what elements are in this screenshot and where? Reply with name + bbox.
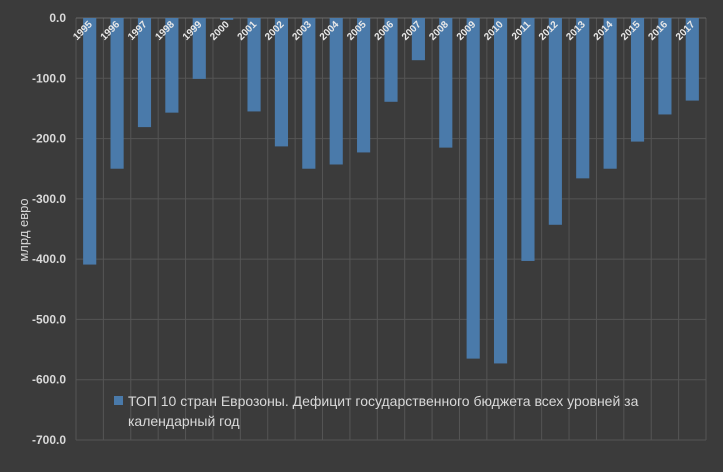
legend-label-line-2: календарный год (128, 413, 240, 429)
bar-2010 (493, 18, 508, 364)
y-axis-ticks: 0.0 -100.0 -200.0 -300.0 -400.0 -500.0 -600.0 -… (32, 11, 66, 447)
bar-2004 (329, 18, 343, 165)
bar-2006 (384, 18, 398, 102)
bar-1999 (192, 18, 206, 79)
bar-2013 (576, 18, 590, 179)
legend-swatch (114, 396, 123, 405)
bar-2014 (603, 18, 617, 169)
y-tick-label: -600.0 (32, 373, 66, 387)
y-tick-label: -100.0 (32, 71, 66, 85)
bar-2015 (630, 18, 645, 142)
bar-1995 (83, 18, 97, 265)
bar-1998 (165, 18, 179, 113)
y-tick-label: -700.0 (32, 433, 66, 447)
bar-2009 (466, 18, 480, 359)
bar-2017 (685, 18, 699, 101)
bar-2005 (357, 18, 371, 153)
legend: ТОП 10 стран Еврозоны. Дефицит государст… (114, 393, 639, 429)
y-tick-label: -200.0 (32, 132, 66, 146)
bar-1996 (110, 18, 124, 169)
bar-2002 (274, 18, 289, 147)
bar-2003 (302, 18, 316, 169)
y-tick-label: 0.0 (49, 11, 66, 25)
bar-2016 (658, 18, 672, 115)
x-tick-label: 2000 (208, 19, 232, 43)
bar-2000 (220, 18, 234, 20)
legend-label-line-1: ТОП 10 стран Еврозоны. Дефицит государст… (128, 393, 639, 409)
bar-1997 (137, 18, 152, 128)
bar-2008 (439, 18, 453, 148)
bar-2007 (411, 18, 425, 61)
bar-2012 (548, 18, 562, 225)
y-tick-label: -500.0 (32, 312, 66, 326)
bar-2011 (521, 18, 535, 261)
y-tick-label: -400.0 (32, 252, 66, 266)
gridlines (75, 17, 707, 441)
bars (83, 18, 699, 364)
y-tick-label: -300.0 (32, 192, 66, 206)
y-axis-label: млрд евро (16, 198, 31, 261)
bar-2001 (247, 18, 261, 112)
